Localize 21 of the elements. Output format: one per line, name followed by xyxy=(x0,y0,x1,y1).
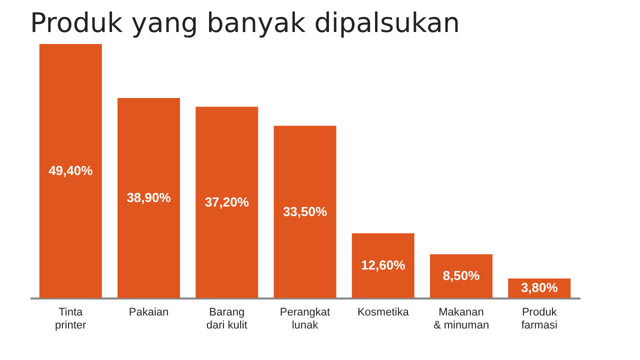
data-label: 8,50% xyxy=(442,268,480,284)
x-tick-label: Barang dari kulit xyxy=(206,306,248,332)
bar xyxy=(352,233,414,298)
bar xyxy=(118,98,180,298)
bar xyxy=(196,106,258,298)
x-tick-label: Produk farmasi xyxy=(521,306,558,332)
x-tick-label: Makanan & minuman xyxy=(433,306,490,332)
data-label: 3,80% xyxy=(520,280,558,296)
data-label: 49,40% xyxy=(48,163,94,178)
bar xyxy=(430,254,492,298)
bar xyxy=(39,44,102,298)
x-tick-label: Pakaian xyxy=(128,306,169,318)
bar xyxy=(274,126,336,298)
x-tick-label: Perangkat lunak xyxy=(280,306,330,332)
data-label: 37,20% xyxy=(204,194,250,210)
x-tick-label: Kosmetika xyxy=(357,306,410,318)
data-label: 12,60% xyxy=(361,258,406,273)
x-tick-label: Tinta printer xyxy=(55,306,87,332)
chart-title: Produk yang banyak dipalsukan xyxy=(30,8,460,39)
data-label: 38,90% xyxy=(126,190,172,205)
data-label: 33,50% xyxy=(282,204,328,219)
